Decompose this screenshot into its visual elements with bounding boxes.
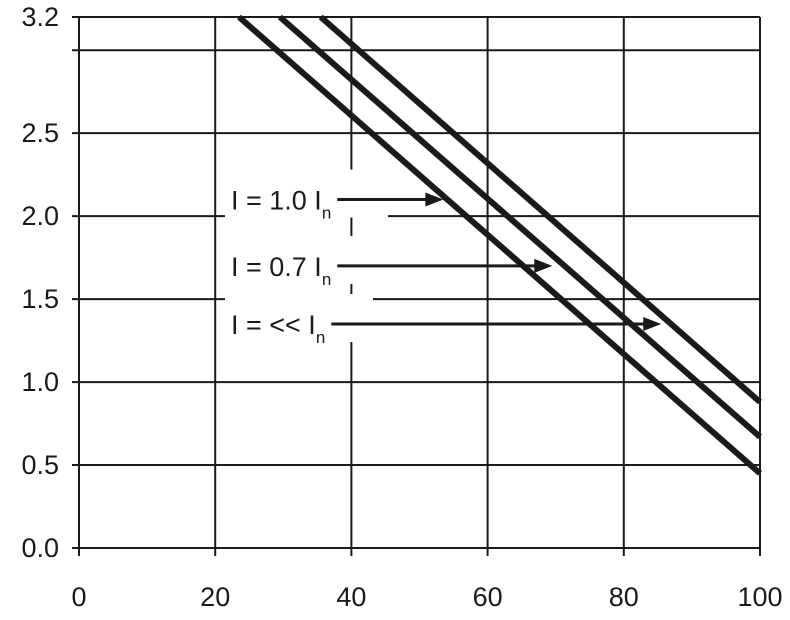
annotation-label-bg (225, 169, 388, 218)
series-lines (237, 14, 762, 476)
y-tick-label: 1.0 (21, 367, 59, 397)
series-line-1 (237, 14, 762, 476)
series-line-2 (277, 14, 762, 440)
arrow-head (425, 192, 444, 207)
annotation-text: I = 0.7 I (231, 252, 322, 282)
annotation-subscript: n (316, 328, 325, 347)
annotation-text: I = << I (231, 310, 316, 340)
x-tick-label: 100 (737, 582, 782, 612)
arrow-head (643, 316, 662, 331)
annotation-label: I = 0.7 In (231, 252, 331, 289)
series-line-3 (318, 14, 762, 405)
arrow-head (534, 258, 553, 273)
annotation-label: I = << In (231, 310, 325, 347)
x-tick-label: 40 (336, 582, 366, 612)
x-tick-label: 0 (71, 582, 86, 612)
y-tick-label: 1.5 (21, 284, 59, 314)
annotation-label-bg (225, 293, 373, 342)
annotation-subscript: n (322, 270, 331, 289)
annotation-label-bg (225, 235, 388, 284)
y-tick-label: 3.2 (21, 2, 59, 32)
annotations: I = 1.0 InI = 0.7 InI = << In (225, 169, 662, 347)
y-tick-label: 0.5 (21, 450, 59, 480)
annotation-subscript: n (322, 204, 331, 223)
y-tick-labels: 0.0 0.5 1.0 1.5 2.0 2.5 3.2 (21, 2, 59, 563)
x-tick-label: 20 (200, 582, 230, 612)
x-tick-label: 60 (473, 582, 503, 612)
y-tick-label: 0.0 (21, 533, 59, 563)
x-tick-label: 80 (609, 582, 639, 612)
annotation-label: I = 1.0 In (231, 186, 331, 223)
x-tick-labels: 0 20 40 60 80 100 (71, 582, 782, 612)
y-tick-label: 2.0 (21, 201, 59, 231)
y-tick-label: 2.5 (21, 118, 59, 148)
annotation-text: I = 1.0 I (231, 186, 322, 216)
